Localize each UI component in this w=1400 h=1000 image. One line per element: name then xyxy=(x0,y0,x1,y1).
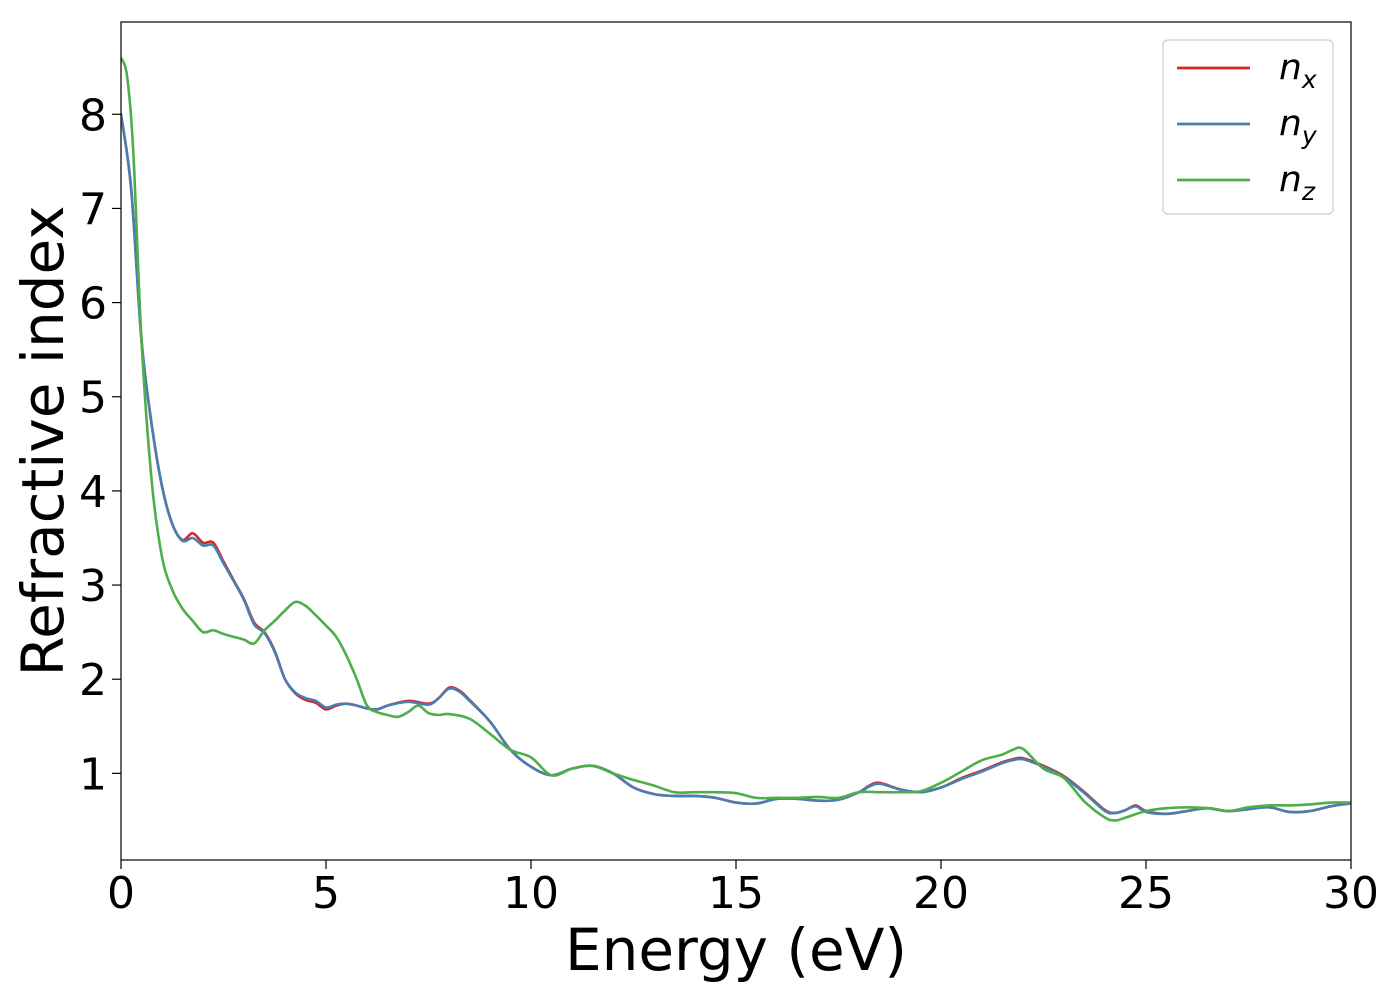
y-tick-label: 8 xyxy=(79,90,107,141)
y-tick-label: 2 xyxy=(79,655,107,706)
legend-label-y: ny xyxy=(1279,103,1318,150)
y-tick-label: 6 xyxy=(79,279,107,330)
y-tick-label: 1 xyxy=(79,749,107,800)
x-tick-label: 5 xyxy=(312,868,340,919)
legend: nx ny nz xyxy=(1162,39,1334,215)
x-axis: 0 5 10 15 20 25 30 xyxy=(107,860,1379,919)
legend-label-z: nz xyxy=(1279,159,1316,206)
legend-label-x: nx xyxy=(1279,47,1317,94)
legend-box xyxy=(1162,39,1334,215)
y-tick-label: 7 xyxy=(79,184,107,235)
series-line-z xyxy=(121,56,1351,822)
series-layer xyxy=(121,56,1351,822)
y-axis-label: Refractive index xyxy=(9,205,77,676)
x-tick-label: 15 xyxy=(708,868,764,919)
x-tick-label: 10 xyxy=(503,868,559,919)
x-tick-label: 25 xyxy=(1118,868,1174,919)
y-tick-label: 5 xyxy=(79,373,107,424)
x-tick-label: 20 xyxy=(913,868,969,919)
y-tick-label: 4 xyxy=(79,467,107,518)
y-axis: 1 2 3 4 5 6 7 8 xyxy=(79,90,121,800)
x-axis-label: Energy (eV) xyxy=(565,916,907,984)
x-tick-label: 0 xyxy=(107,868,135,919)
x-tick-label: 30 xyxy=(1323,868,1379,919)
y-tick-label: 3 xyxy=(79,561,107,612)
